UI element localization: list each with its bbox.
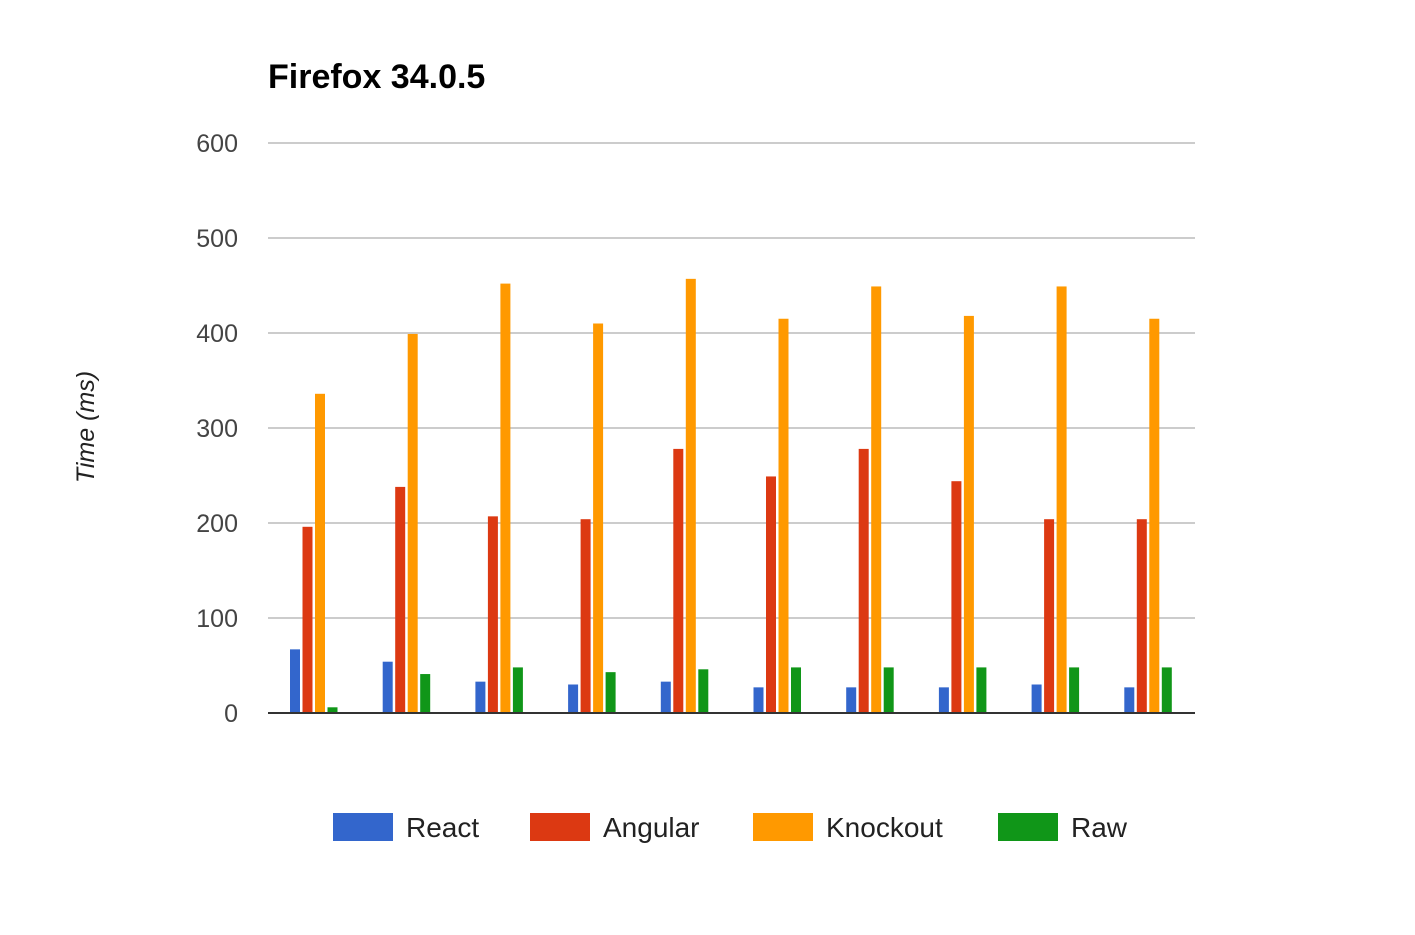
legend-label: Angular: [603, 812, 700, 843]
legend-label: React: [406, 812, 479, 843]
bar-angular: [1136, 519, 1147, 713]
y-axis-label: Time (ms): [72, 371, 100, 483]
legend-label: Knockout: [826, 812, 943, 843]
bar-raw: [605, 672, 616, 713]
bar-react: [1031, 684, 1042, 713]
bar-react: [475, 681, 486, 713]
legend-item-knockout: Knockout: [753, 812, 943, 843]
bar-raw: [327, 707, 338, 713]
bar-react: [382, 661, 393, 713]
bar-knockout: [407, 333, 418, 713]
legend-item-raw: Raw: [998, 812, 1128, 843]
bar-react: [846, 687, 857, 713]
bar-knockout: [500, 283, 511, 713]
y-tick-label: 400: [196, 320, 238, 348]
bar-raw: [1069, 667, 1080, 713]
bar-angular: [395, 486, 406, 713]
bar-knockout: [871, 286, 882, 713]
chart-title: Firefox 34.0.5: [268, 58, 485, 96]
bar-raw: [420, 674, 431, 713]
bar-knockout: [593, 323, 604, 713]
legend-swatch: [333, 813, 393, 841]
y-tick-label: 600: [196, 130, 238, 158]
bar-react: [753, 687, 764, 713]
bar-angular: [766, 476, 776, 713]
bar-react: [660, 681, 671, 713]
bar-angular: [951, 481, 962, 713]
bar-raw: [976, 667, 987, 713]
legend-item-angular: Angular: [530, 812, 700, 843]
bar-angular: [487, 516, 498, 713]
y-tick-label: 300: [196, 415, 238, 443]
y-tick-label: 0: [224, 700, 238, 728]
bar-knockout: [1056, 286, 1067, 713]
bar-raw: [883, 667, 894, 713]
bar-angular: [673, 448, 684, 713]
bar-angular: [1044, 519, 1055, 713]
bar-raw: [1161, 667, 1172, 713]
bar-angular: [302, 526, 313, 713]
y-axis-ticks: 0 100 200 300 400 500 600: [196, 130, 238, 728]
bar-react: [290, 649, 300, 713]
legend-swatch: [753, 813, 813, 841]
legend: React Angular Knockout Raw: [333, 812, 1128, 843]
y-tick-label: 100: [196, 605, 238, 633]
y-tick-label: 200: [196, 510, 238, 538]
bar-knockout: [963, 315, 974, 713]
bar-raw: [698, 669, 709, 713]
bar-raw: [512, 667, 523, 713]
bar-knockout: [685, 278, 696, 713]
bar-knockout: [315, 393, 325, 713]
bar-react: [938, 687, 949, 713]
bar-react: [1124, 687, 1135, 713]
bars: [290, 278, 1172, 713]
legend-label: Raw: [1071, 812, 1128, 843]
bar-react: [568, 684, 579, 713]
y-tick-label: 500: [196, 225, 238, 253]
legend-swatch: [530, 813, 590, 841]
gridlines: [268, 142, 1195, 619]
legend-swatch: [998, 813, 1058, 841]
bar-angular: [580, 519, 591, 713]
bar-angular: [858, 448, 869, 713]
bar-knockout: [778, 318, 789, 713]
bar-raw: [791, 667, 801, 713]
bar-knockout: [1149, 318, 1160, 713]
legend-item-react: React: [333, 812, 479, 843]
